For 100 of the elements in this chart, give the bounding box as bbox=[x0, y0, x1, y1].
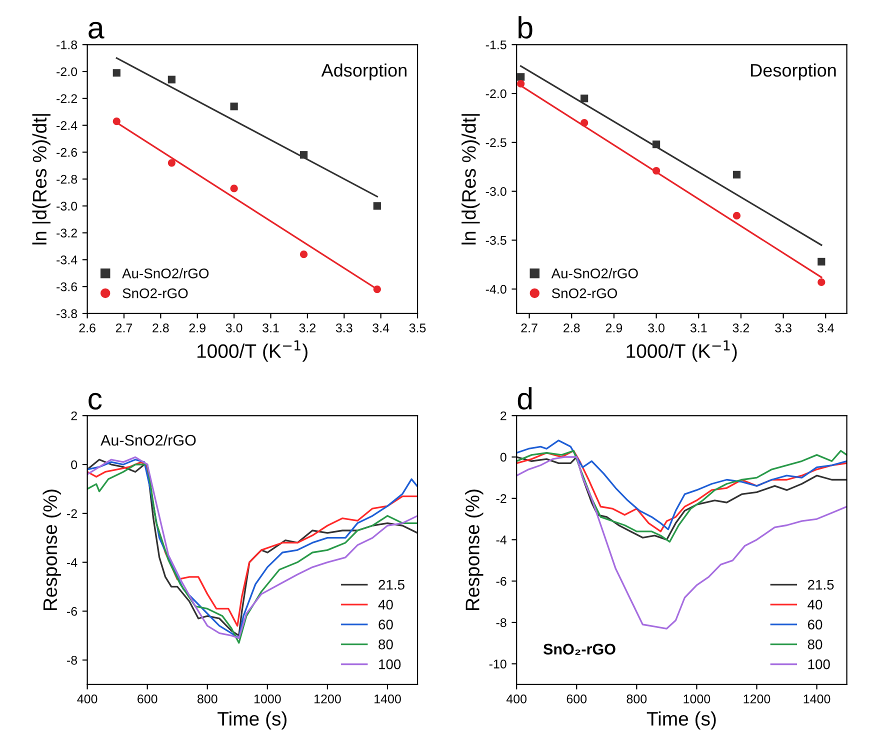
x-tick-label: 2.9 bbox=[606, 324, 622, 332]
annotation: Adsorption bbox=[321, 63, 406, 80]
chart-title: a bbox=[88, 22, 104, 39]
point bbox=[300, 151, 308, 159]
x-tick-label: 3.4 bbox=[817, 324, 834, 332]
y-tick-label: -4 bbox=[496, 536, 506, 544]
y-axis-title: ln |d(Res %)/dt| bbox=[462, 114, 480, 244]
y-axis-title: Response (%) bbox=[465, 490, 484, 610]
chart-title: d bbox=[518, 387, 532, 410]
y-tick-label: 2 bbox=[71, 411, 77, 420]
y-tick-label: -2.4 bbox=[56, 121, 78, 130]
x-tick-label: 2.9 bbox=[189, 324, 206, 332]
x-tick-label: 800 bbox=[197, 694, 218, 704]
x-tick-label: 3.0 bbox=[648, 324, 664, 332]
x-tick-label: 3.0 bbox=[226, 324, 242, 332]
x-tick-label: 1000 bbox=[254, 694, 281, 704]
x-tick-label: 400 bbox=[77, 694, 98, 704]
point bbox=[517, 80, 525, 88]
point bbox=[818, 258, 826, 266]
y-tick-label: -2.0 bbox=[56, 67, 78, 76]
x-tick-label: 1400 bbox=[374, 694, 401, 704]
y-tick-label: -8 bbox=[496, 618, 506, 628]
x-axis-title: 1000/T (K$^{−1}$) bbox=[198, 340, 308, 362]
point bbox=[517, 73, 525, 81]
y-tick-label: -2.5 bbox=[486, 138, 506, 148]
y-axis-title: ln |d(Res %)/dt| bbox=[32, 114, 50, 244]
point bbox=[300, 250, 308, 258]
point bbox=[652, 166, 660, 175]
x-tick-label: 3.1 bbox=[262, 324, 279, 332]
point bbox=[732, 212, 741, 220]
y-tick-label: 0 bbox=[71, 460, 78, 470]
x-tick-label: 3.3 bbox=[336, 324, 352, 332]
legend-label: 100 bbox=[379, 659, 401, 670]
y-tick-label: -2.8 bbox=[56, 174, 78, 184]
y-tick-label: -6 bbox=[496, 576, 506, 586]
legend-label: 21.5 bbox=[808, 580, 834, 590]
y-tick-label: -10 bbox=[489, 660, 506, 668]
y-tick-label: -6 bbox=[67, 606, 78, 616]
x-tick-label: 800 bbox=[626, 694, 647, 704]
point bbox=[112, 69, 120, 77]
legend-label: Au-SnO2/rGO bbox=[551, 268, 638, 278]
x-tick-label: 3.1 bbox=[690, 324, 707, 332]
x-tick-label: 3.4 bbox=[372, 324, 390, 332]
chart-title: c bbox=[88, 392, 102, 410]
y-tick-label: -4 bbox=[67, 558, 78, 567]
point bbox=[732, 170, 741, 178]
x-tick-label: 2.7 bbox=[116, 324, 132, 332]
y-tick-label: -2 bbox=[496, 494, 506, 503]
y-tick-label: -2.0 bbox=[486, 89, 506, 98]
point bbox=[230, 102, 238, 110]
x-tick-label: 400 bbox=[506, 694, 527, 704]
y-tick-label: -3.2 bbox=[56, 228, 77, 238]
legend-label: 40 bbox=[808, 600, 822, 610]
point bbox=[373, 202, 381, 210]
legend-label: 40 bbox=[378, 600, 393, 610]
x-axis-title: 1000/T (K$^{−1}$) bbox=[626, 340, 737, 362]
x-tick-label: 1000 bbox=[684, 694, 710, 704]
point bbox=[652, 140, 660, 148]
y-tick-label: -3.8 bbox=[56, 309, 78, 318]
y-tick-label: -3.0 bbox=[56, 202, 78, 211]
point bbox=[168, 159, 176, 167]
x-tick-label: 2.8 bbox=[564, 324, 580, 332]
legend-label: 80 bbox=[808, 640, 822, 650]
annotation: Au-SnO2/rGO bbox=[100, 434, 196, 446]
legend-label: 60 bbox=[808, 620, 822, 630]
y-tick-label: -2.2 bbox=[56, 94, 77, 103]
x-tick-label: 1200 bbox=[314, 694, 341, 704]
x-tick-label: 3.5 bbox=[409, 324, 426, 332]
legend-label: 21.5 bbox=[378, 580, 404, 590]
chart-title: b bbox=[518, 16, 532, 39]
point bbox=[818, 278, 826, 286]
x-tick-label: 1200 bbox=[744, 694, 770, 704]
x-tick-label: 600 bbox=[138, 694, 158, 704]
legend-label: SnO2-rGO bbox=[122, 288, 188, 298]
x-tick-label: 2.6 bbox=[79, 324, 96, 332]
line-series bbox=[516, 456, 847, 630]
legend-label: Au-SnO2/rGO bbox=[122, 268, 209, 278]
y-tick-label: -3.5 bbox=[486, 236, 506, 245]
point bbox=[230, 184, 238, 192]
legend-label: 60 bbox=[378, 620, 393, 630]
y-tick-label: -1.5 bbox=[486, 40, 506, 50]
x-tick-label: 2.8 bbox=[152, 324, 169, 332]
y-tick-label: -3.4 bbox=[56, 256, 78, 264]
annotation: Desorption bbox=[751, 63, 836, 80]
y-tick-label: -8 bbox=[67, 656, 78, 665]
legend-label: 100 bbox=[808, 659, 830, 670]
x-tick-label: 3.2 bbox=[299, 324, 316, 332]
y-tick-label: -3.6 bbox=[56, 282, 78, 292]
x-tick-label: 3.3 bbox=[775, 324, 792, 332]
y-tick-label: -3.0 bbox=[486, 187, 506, 196]
y-tick-label: -2.6 bbox=[56, 148, 78, 157]
y-axis-title: Response (%) bbox=[42, 490, 61, 610]
legend-label: SnO2-rGO bbox=[552, 288, 618, 298]
y-tick-label: 0 bbox=[500, 452, 506, 462]
point bbox=[112, 117, 120, 126]
x-tick-label: 600 bbox=[566, 694, 587, 704]
x-tick-label: 1400 bbox=[804, 694, 830, 704]
x-axis-title: Time (s) bbox=[218, 711, 286, 730]
legend-label: 80 bbox=[378, 640, 393, 650]
y-tick-label: -1.8 bbox=[56, 40, 78, 50]
